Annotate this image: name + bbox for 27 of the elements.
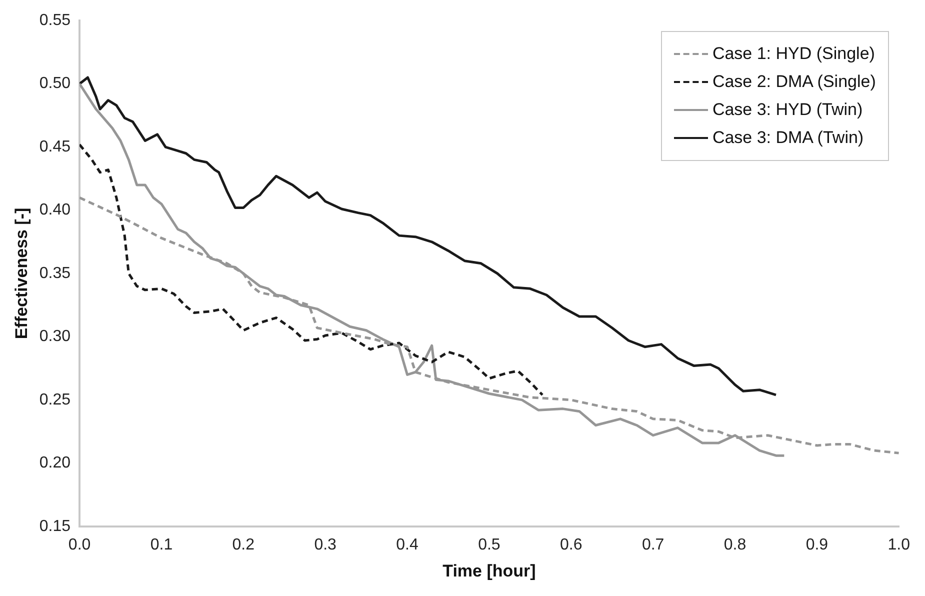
- legend-label: Case 3: DMA (Twin): [712, 128, 864, 148]
- y-tick-label: 0.25: [39, 391, 71, 408]
- y-tick-label: 0.50: [39, 75, 71, 92]
- x-tick-label: 0.1: [150, 536, 173, 554]
- x-tick-label: 0.9: [806, 536, 828, 554]
- legend-label: Case 1: HYD (Single): [712, 44, 875, 64]
- y-tick-label: 0.15: [39, 518, 71, 535]
- x-axis-title: Time [hour]: [442, 561, 536, 580]
- line-series: [80, 143, 544, 396]
- x-tick-label: 0.2: [232, 536, 255, 554]
- y-tick-label: 0.35: [39, 264, 71, 282]
- y-tick-label: 0.45: [39, 138, 71, 156]
- y-tick-label: 0.55: [39, 12, 71, 30]
- y-tick-label: 0.20: [39, 454, 71, 472]
- x-tick-label: 0.3: [314, 536, 337, 554]
- y-axis-title: Effectiveness [-]: [12, 208, 31, 340]
- y-tick-label: 0.30: [39, 328, 71, 346]
- x-tick-label: 0.6: [560, 536, 582, 554]
- x-tick-label: 1.0: [888, 536, 910, 554]
- legend-label: Case 3: HYD (Twin): [712, 100, 863, 120]
- x-tick-label: 0.8: [724, 536, 746, 554]
- legend-label: Case 2: DMA (Single): [712, 72, 876, 92]
- y-tick-label: 0.40: [39, 202, 71, 219]
- x-tick-label: 0.4: [396, 536, 418, 554]
- x-tick-label: 0.5: [478, 536, 500, 554]
- x-tick-label: 0.0: [68, 536, 91, 554]
- x-tick-label: 0.7: [642, 536, 664, 554]
